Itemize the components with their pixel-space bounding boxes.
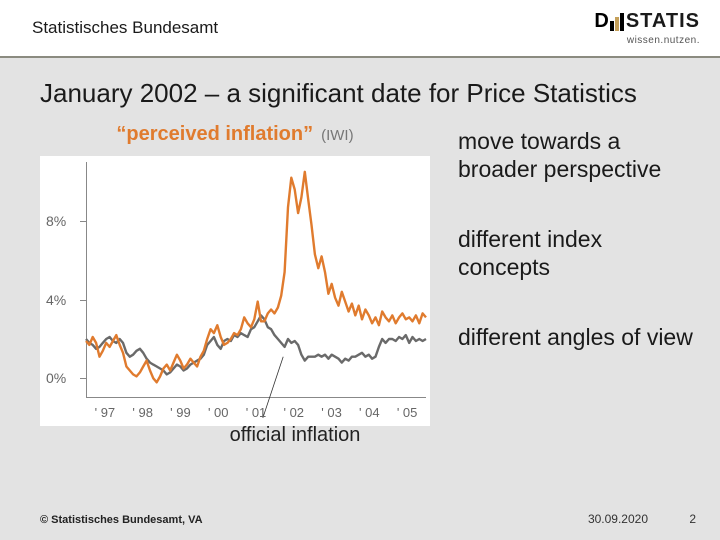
logo-mark: D STATIS — [594, 10, 700, 33]
logo: D STATIS wissen.nutzen. — [594, 10, 700, 46]
x-tick-label: ' 98 — [132, 405, 153, 420]
logo-bars-icon — [610, 13, 624, 31]
logo-tagline: wissen.nutzen. — [627, 35, 700, 46]
chart-area: 8% 4% 0% ' 97 ' 98 ' 99 ' 00 ' 01 ' 02 ' 03 ' 04 ' … — [40, 156, 430, 426]
logo-text: STATIS — [626, 10, 700, 33]
y-tick-label: 8% — [46, 213, 66, 229]
content: “perceived inflation” (IWI) 8% 4% 0% ' 97 ' … — [0, 123, 720, 447]
chart-column: “perceived inflation” (IWI) 8% 4% 0% ' 97 ' … — [40, 123, 430, 447]
slide-title: January 2002 – a significant date for Pr… — [0, 58, 720, 123]
x-tick-label: ' 05 — [397, 405, 418, 420]
bullets: move towards a broader perspective diffe… — [458, 123, 696, 447]
x-tick-label: ' 99 — [170, 405, 191, 420]
official-line — [86, 315, 426, 374]
chart-svg — [40, 156, 430, 426]
header: Statistisches Bundesamt D STATIS wissen.… — [0, 0, 720, 58]
org-title: Statistisches Bundesamt — [32, 18, 218, 38]
footer-copyright: © Statistisches Bundesamt, VA — [40, 514, 203, 526]
y-tick — [80, 221, 86, 222]
perceived-label: “perceived inflation” — [116, 123, 313, 146]
logo-prefix: D — [594, 10, 607, 33]
x-tick-label: ' 03 — [321, 405, 342, 420]
official-label: official inflation — [40, 424, 430, 447]
page-number: 2 — [689, 512, 696, 526]
chart-header: “perceived inflation” (IWI) — [40, 123, 430, 146]
y-tick-label: 4% — [46, 292, 66, 308]
y-tick-label: 0% — [46, 370, 66, 386]
footer-date: 30.09.2020 — [588, 512, 648, 526]
bullet-2: different index concepts — [458, 225, 696, 281]
x-tick-label: ' 02 — [283, 405, 304, 420]
bullet-3: different angles of view — [458, 323, 696, 351]
x-tick-label: ' 04 — [359, 405, 380, 420]
y-tick — [80, 378, 86, 379]
y-tick — [80, 300, 86, 301]
bullet-1: move towards a broader perspective — [458, 127, 696, 183]
x-tick-label: ' 97 — [95, 405, 116, 420]
x-tick-label: ' 01 — [246, 405, 267, 420]
perceived-note: (IWI) — [321, 127, 353, 144]
x-tick-label: ' 00 — [208, 405, 229, 420]
